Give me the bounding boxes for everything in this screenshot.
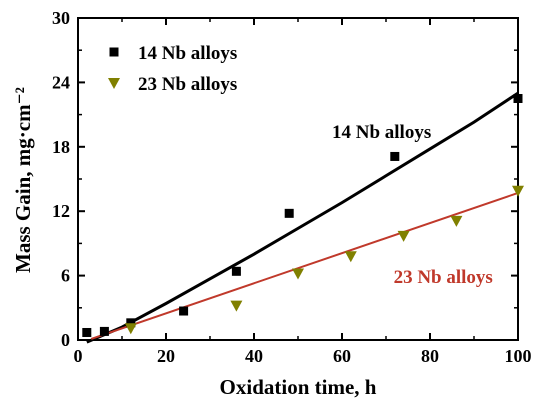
y-tick-label: 18 [52, 137, 70, 157]
data-point [450, 215, 463, 227]
annotations: 14 Nb alloys 23 Nb alloys [332, 122, 493, 288]
legend-marker [108, 78, 120, 89]
data-point [99, 326, 109, 336]
x-tick-label: 80 [421, 346, 439, 366]
legend-label: 23 Nb alloys [138, 74, 237, 95]
data-markers [82, 94, 524, 337]
fit-line [86, 91, 519, 344]
data-point [513, 94, 523, 103]
x-tick-label: 60 [333, 346, 351, 366]
data-point [82, 327, 92, 337]
y-tick-label: 30 [52, 8, 70, 28]
data-point [344, 251, 357, 263]
data-point [231, 266, 241, 276]
x-tick-label: 100 [505, 346, 532, 366]
y-tick-label: 12 [52, 201, 70, 221]
y-tick-label: 24 [52, 72, 70, 92]
fit-line [90, 192, 519, 340]
y-tick-label: 6 [61, 266, 70, 286]
data-point [397, 230, 410, 242]
legend-marker [109, 47, 119, 57]
x-tick-label: 20 [157, 346, 175, 366]
curve-annotation: 23 Nb alloys [394, 267, 493, 288]
plot-frame [77, 17, 519, 341]
legend: 14 Nb alloys 23 Nb alloys [108, 43, 237, 95]
y-axis-label: Mass Gain, mg·cm⁻² [11, 87, 35, 273]
data-point [124, 323, 137, 335]
axes: 0 20 40 60 80 100 0 6 12 18 24 30 [52, 8, 532, 366]
data-point [230, 300, 243, 312]
data-point [284, 208, 294, 218]
data-point [292, 268, 304, 280]
data-point [390, 151, 400, 161]
data-point [126, 318, 136, 328]
y-tick-label: 0 [61, 330, 70, 350]
x-axis-label: Oxidation time, h [220, 375, 377, 399]
x-tick-label: 0 [74, 346, 83, 366]
x-tick-label: 40 [245, 346, 263, 366]
data-point [512, 185, 524, 197]
fit-lines [86, 91, 519, 344]
data-point [179, 306, 189, 316]
curve-annotation: 14 Nb alloys [332, 122, 431, 143]
legend-label: 14 Nb alloys [138, 43, 237, 64]
